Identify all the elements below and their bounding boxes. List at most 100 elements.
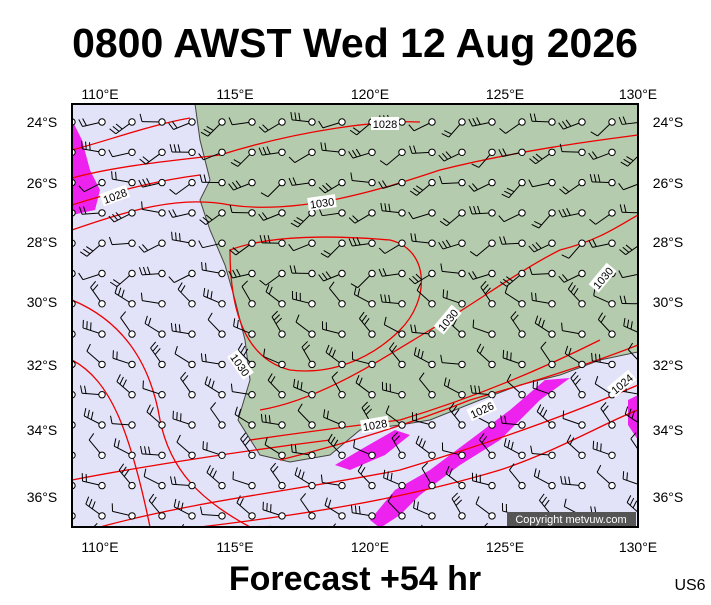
wind-barb-station bbox=[309, 149, 315, 155]
wind-barb-station bbox=[219, 452, 225, 458]
wind-barb-station bbox=[309, 513, 315, 519]
wind-barb-station bbox=[459, 543, 465, 549]
wind-barb-flag bbox=[594, 529, 596, 537]
wind-barb-station bbox=[189, 270, 195, 276]
wind-barb-station bbox=[579, 482, 585, 488]
wind-barb-station bbox=[99, 149, 105, 155]
wind-barb-station bbox=[369, 482, 375, 488]
wind-barb-station bbox=[129, 210, 135, 216]
lat-label: 32°S bbox=[27, 357, 58, 373]
wind-barb-station bbox=[99, 331, 105, 337]
wind-barb-station bbox=[339, 119, 345, 125]
lat-label: 36°S bbox=[653, 489, 684, 505]
wind-barb-station bbox=[519, 482, 525, 488]
wind-barb-staff bbox=[533, 541, 552, 546]
lon-label: 115°E bbox=[216, 86, 253, 102]
wind-barb-station bbox=[249, 392, 255, 398]
wind-barb-flag bbox=[503, 350, 504, 358]
wind-barb-station bbox=[579, 240, 585, 246]
wind-barb-station bbox=[219, 361, 225, 367]
wind-barb-staff bbox=[293, 540, 312, 546]
wind-barb-station bbox=[519, 270, 525, 276]
wind-barb-station bbox=[399, 119, 405, 125]
wind-barb-station bbox=[399, 270, 405, 276]
wind-barb-station bbox=[189, 179, 195, 185]
wind-barb-station bbox=[279, 179, 285, 185]
wind-barb-station bbox=[579, 179, 585, 185]
wind-barb-station bbox=[189, 301, 195, 307]
wind-barb-flag bbox=[509, 529, 512, 536]
wind-barb-station bbox=[579, 210, 585, 216]
wind-barb-station bbox=[279, 301, 285, 307]
wind-barb-station bbox=[339, 240, 345, 246]
wind-barb-flag bbox=[335, 530, 340, 536]
wind-barb-station bbox=[609, 543, 615, 549]
wind-barb-station bbox=[399, 210, 405, 216]
wind-barb-station bbox=[639, 392, 645, 398]
wind-barb-flag bbox=[563, 411, 564, 419]
wind-barb-station bbox=[99, 119, 105, 125]
wind-barb-staff bbox=[331, 530, 342, 546]
wind-barb-staff bbox=[62, 499, 72, 516]
wind-barb-station bbox=[279, 270, 285, 276]
lat-label: 28°S bbox=[653, 234, 684, 250]
wind-barb-station bbox=[249, 179, 255, 185]
code-label: US6 bbox=[674, 577, 705, 594]
title: 0800 AWST Wed 12 Aug 2026 bbox=[72, 20, 638, 66]
wind-barb-station bbox=[429, 301, 435, 307]
wind-barb-station bbox=[579, 422, 585, 428]
wind-barb-flag bbox=[536, 293, 537, 301]
wind-barb-station bbox=[159, 422, 165, 428]
wind-barb-station bbox=[489, 392, 495, 398]
wind-barb-station bbox=[459, 210, 465, 216]
wind-barb-station bbox=[489, 119, 495, 125]
wind-barb-station bbox=[99, 392, 105, 398]
wind-barb-station bbox=[369, 452, 375, 458]
wind-barb-flag bbox=[206, 263, 207, 271]
wind-barb-station bbox=[429, 149, 435, 155]
wind-barb-station bbox=[189, 392, 195, 398]
wind-barb-station bbox=[609, 149, 615, 155]
wind-barb-staff bbox=[54, 152, 72, 161]
wind-barb-station bbox=[639, 452, 645, 458]
wind-barb-flag bbox=[116, 527, 119, 534]
wind-barb-station bbox=[519, 240, 525, 246]
wind-barb-station bbox=[339, 482, 345, 488]
wind-barb-station bbox=[339, 301, 345, 307]
wind-barb-station bbox=[309, 270, 315, 276]
wind-barb-station bbox=[639, 361, 645, 367]
wind-barb-station bbox=[609, 331, 615, 337]
wind-barb-station bbox=[549, 149, 555, 155]
wind-barb-station bbox=[159, 543, 165, 549]
wind-barb-station bbox=[129, 240, 135, 246]
wind-barb-station bbox=[609, 361, 615, 367]
wind-barb-station bbox=[429, 361, 435, 367]
wind-barb-station bbox=[279, 149, 285, 155]
wind-barb-station bbox=[309, 119, 315, 125]
wind-barb-staff bbox=[594, 537, 612, 546]
wind-barb-station bbox=[369, 392, 375, 398]
wind-barb-flag bbox=[601, 533, 603, 541]
wind-barb-flag bbox=[443, 289, 444, 297]
wind-barb-station bbox=[189, 422, 195, 428]
wind-barb-station bbox=[639, 513, 645, 519]
wind-barb-station bbox=[339, 543, 345, 549]
wind-barb-station bbox=[549, 179, 555, 185]
wind-barb-station bbox=[219, 270, 225, 276]
lon-label: 125°E bbox=[486, 86, 524, 102]
wind-barb-flag bbox=[82, 141, 83, 149]
wind-barb-station bbox=[519, 301, 525, 307]
wind-barb-station bbox=[369, 331, 375, 337]
wind-barb-station bbox=[549, 240, 555, 246]
lat-label: 32°S bbox=[653, 357, 684, 373]
wind-barb-flag bbox=[142, 201, 143, 209]
wind-barb-station bbox=[399, 422, 405, 428]
wind-barb-flag bbox=[60, 316, 64, 323]
wind-barb-station bbox=[519, 149, 525, 155]
wind-barb-station bbox=[549, 210, 555, 216]
wind-barb-flag bbox=[57, 314, 61, 321]
wind-barb-station bbox=[129, 270, 135, 276]
wind-barb-flag bbox=[172, 232, 173, 240]
lat-label: 30°S bbox=[27, 294, 58, 310]
wind-barb-flag bbox=[355, 528, 357, 536]
